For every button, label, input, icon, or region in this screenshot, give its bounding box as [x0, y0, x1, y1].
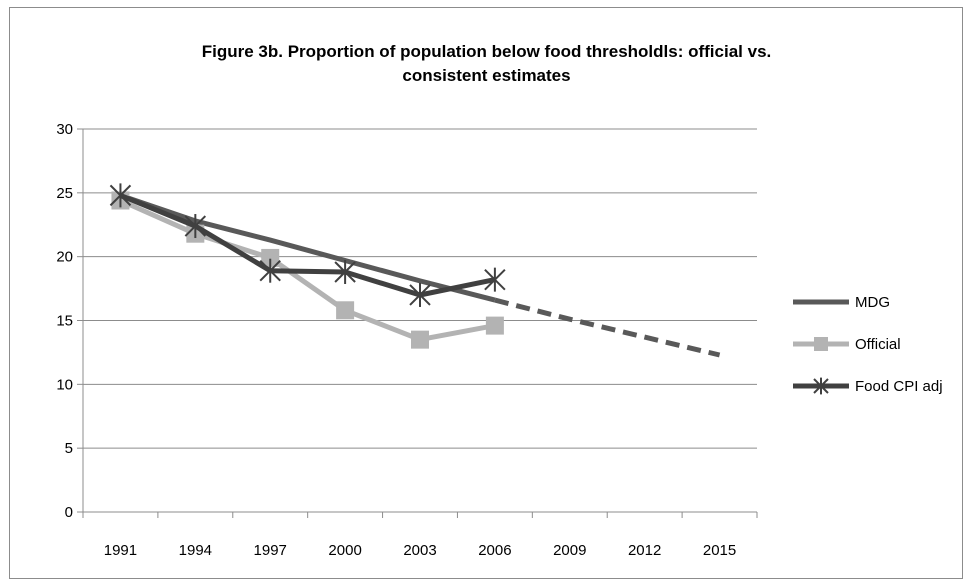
chart-title: Figure 3b. Proportion of population belo…	[0, 40, 973, 88]
x-tick-label: 1994	[179, 542, 212, 559]
y-tick-label: 5	[65, 440, 73, 457]
series-line-mdg	[119, 193, 496, 303]
chart-area	[9, 7, 963, 579]
data-point-official	[411, 330, 429, 349]
x-tick-label: 1991	[104, 542, 137, 559]
data-point-official	[336, 301, 355, 320]
series-line-official	[119, 198, 496, 343]
gridlines	[83, 128, 757, 449]
x-tick-label: 1997	[254, 542, 287, 559]
y-tick-label: 15	[56, 313, 73, 330]
chart-title-line-1: Figure 3b. Proportion of population belo…	[201, 42, 772, 61]
x-tick-label: 2015	[703, 542, 736, 559]
data-point-food-cpi-adj	[409, 282, 431, 307]
y-tick-label: 20	[56, 249, 73, 266]
x-tick-label: 2009	[553, 542, 586, 559]
x-tick-label: 2012	[628, 542, 661, 559]
data-point-food-cpi-adj	[109, 183, 132, 208]
legend-item-official: Official	[793, 336, 901, 353]
legend-label: MDG	[855, 294, 890, 311]
series-layer	[109, 183, 721, 358]
y-tick-label: 0	[65, 504, 73, 521]
y-tick-label: 30	[56, 121, 73, 138]
x-tick-label: 2003	[403, 542, 436, 559]
legend-marker-square	[814, 337, 828, 351]
data-point-official	[261, 248, 280, 267]
series-line-food-cpi-adj	[119, 193, 496, 298]
legend: MDG Official Food CPI adj	[793, 294, 943, 395]
x-tick-label: 2006	[478, 542, 511, 559]
data-point-official	[485, 316, 504, 335]
data-point-food-cpi-adj	[484, 267, 506, 292]
axes	[77, 128, 758, 518]
legend-label: Food CPI adj	[855, 378, 943, 395]
data-point-food-cpi-adj	[184, 214, 207, 239]
series-trend-dashed-mdg	[494, 297, 721, 358]
y-tick-label: 25	[56, 185, 73, 202]
data-point-food-cpi-adj	[334, 259, 356, 284]
chart-title-line-2: consistent estimates	[402, 66, 571, 85]
legend-item-food-cpi-adj: Food CPI adj	[793, 377, 943, 395]
legend-label: Official	[855, 336, 901, 353]
x-tick-label: 2000	[328, 542, 361, 559]
data-point-food-cpi-adj	[259, 258, 281, 283]
x-axis-tick-labels: 1991 1994 1997 2000 2003 2006 2009 2012 2015	[104, 542, 736, 559]
y-axis-tick-labels: 0 5 10 15 20 25 30	[56, 121, 73, 521]
y-tick-label: 10	[56, 376, 73, 393]
legend-item-mdg: MDG	[793, 294, 890, 311]
legend-marker-star	[813, 377, 829, 395]
